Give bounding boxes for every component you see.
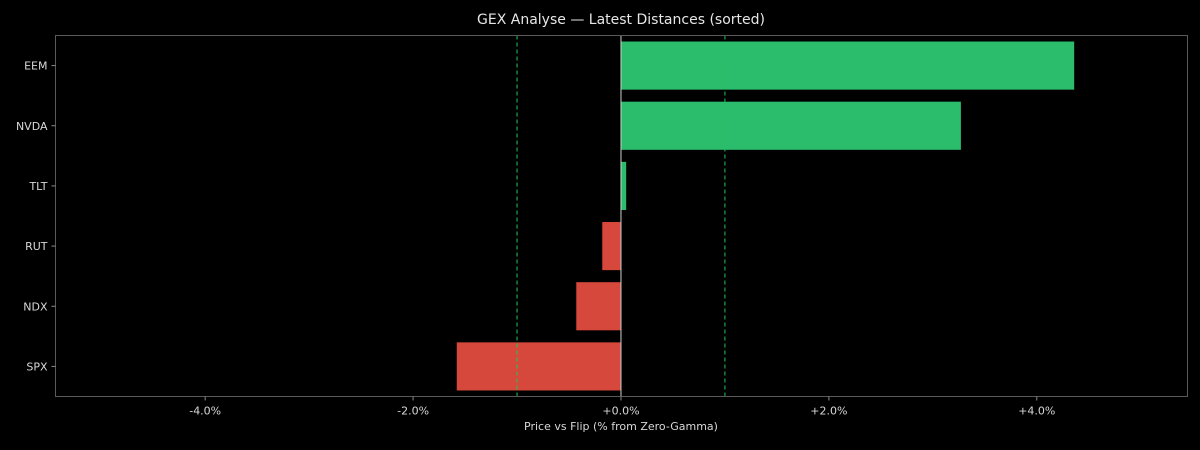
x-axis: -4.0% -2.0% +0.0% +2.0% +4.0% — [189, 396, 1055, 418]
x-tick-label: +2.0% — [810, 405, 847, 418]
x-axis-label: Price vs Flip (% from Zero-Gamma) — [524, 420, 718, 433]
axes-frame — [55, 35, 1188, 397]
plot-area — [456, 35, 1075, 397]
x-tick-label: -4.0% — [189, 405, 221, 418]
y-tick-label: EEM — [24, 60, 47, 73]
bar-tlt — [620, 161, 627, 210]
y-tick-label: NDX — [23, 300, 48, 313]
y-axis: EEM NVDA TLT RUT NDX SPX — [16, 60, 56, 373]
bar-ndx — [576, 282, 621, 331]
y-tick-label: NVDA — [16, 120, 48, 133]
chart-title: GEX Analyse — Latest Distances (sorted) — [477, 12, 765, 28]
x-tick-label: -2.0% — [397, 405, 429, 418]
y-tick-label: SPX — [26, 360, 48, 373]
x-tick-label: +4.0% — [1018, 405, 1055, 418]
bar-nvda — [620, 101, 961, 150]
bar-spx — [456, 342, 621, 391]
y-tick-label: RUT — [25, 240, 48, 253]
y-tick-label: TLT — [28, 180, 47, 193]
bar-rut — [602, 222, 621, 271]
x-tick-label: +0.0% — [602, 405, 639, 418]
bar-eem — [620, 41, 1075, 90]
